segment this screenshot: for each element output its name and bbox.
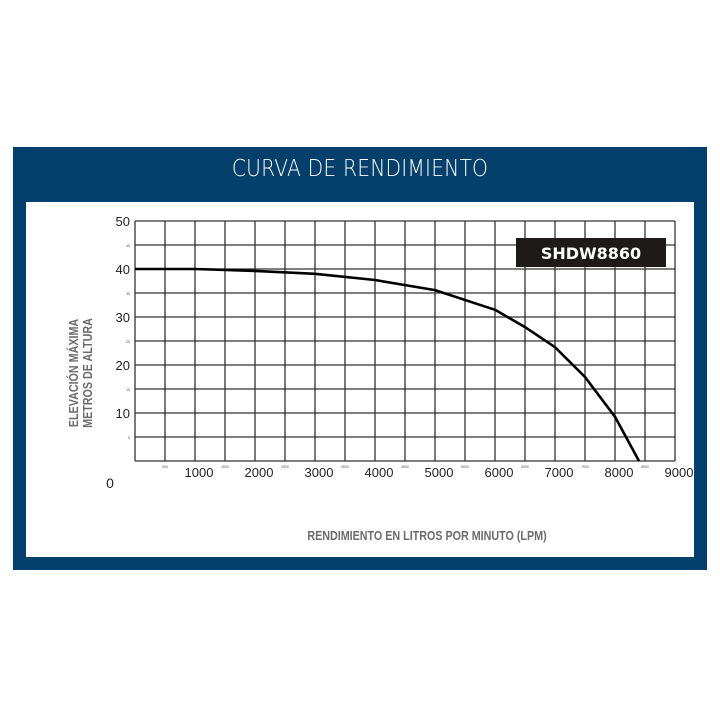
x-minor-tick-label: 2500 [281, 465, 289, 469]
x-tick-label: 8000 [605, 465, 634, 480]
x-tick-label: 1000 [185, 465, 214, 480]
x-tick-label: 5000 [425, 465, 454, 480]
y-minor-tick-label: 15 [126, 388, 130, 392]
y-tick-label: 50 [116, 214, 130, 229]
x-axis-label: RENDIMIENTO EN LITROS POR MINUTO (LPM) [307, 529, 546, 543]
y-minor-tick-label: 35 [126, 292, 130, 296]
performance-curve [135, 267, 641, 462]
y-tick-label: 20 [116, 358, 130, 373]
x-tick-label: 6000 [485, 465, 514, 480]
y-axis-label: METROS DE ALTURA [81, 318, 95, 428]
x-minor-tick-label: 3500 [341, 465, 349, 469]
x-minor-tick-label: 6500 [521, 465, 529, 469]
x-tick-label: 3000 [305, 465, 334, 480]
x-minor-tick-label: 4500 [401, 465, 409, 469]
x-minor-tick-label: 500 [162, 465, 168, 469]
origin-label: 0 [106, 475, 114, 491]
y-minor-tick-label: 45 [126, 244, 130, 248]
legend-label: SHDW8860 [541, 244, 641, 263]
y-axis-label: ELEVACIÓN MÁXIMA [67, 318, 81, 427]
x-tick-label: 7000 [545, 465, 574, 480]
x-minor-tick-label: 1500 [221, 465, 229, 469]
y-tick-label: 10 [116, 406, 130, 421]
x-minor-tick-label: 8500 [641, 465, 649, 469]
chart-title: CURVA DE RENDIMIENTO [231, 156, 489, 182]
x-tick-label: 2000 [245, 465, 274, 480]
x-minor-tick-label: 5500 [461, 465, 469, 469]
y-tick-label: 40 [116, 262, 130, 277]
y-minor-tick-label: 25 [126, 340, 130, 344]
x-tick-label: 9000 [665, 465, 694, 480]
y-minor-tick-label: 5 [128, 436, 130, 440]
x-tick-label: 4000 [365, 465, 394, 480]
y-tick-label: 30 [116, 310, 130, 325]
legend-box [516, 238, 666, 267]
x-minor-tick-label: 7500 [581, 465, 589, 469]
